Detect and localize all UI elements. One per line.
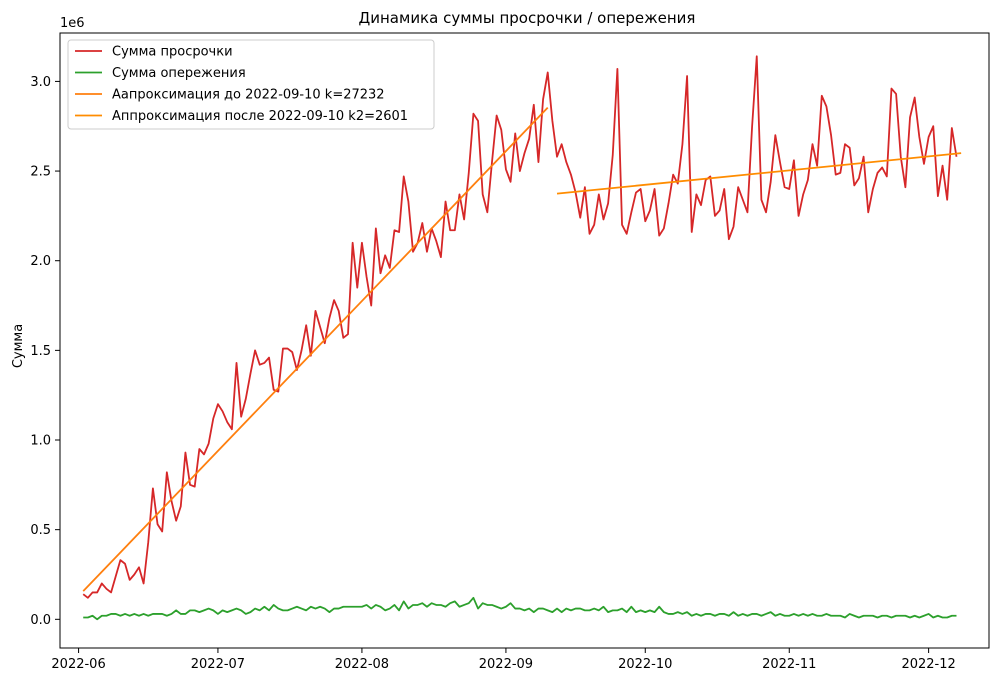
x-tick-label: 2022-07 (191, 657, 245, 672)
legend-label: Аапроксимация до 2022-09-10 k=27232 (112, 88, 385, 103)
y-tick-label: 3.0 (30, 75, 51, 90)
legend: Сумма просрочки Сумма опережения Аапроксим… (67, 39, 435, 130)
y-offset-label: 1e6 (60, 16, 85, 31)
x-tick-label: 2022-06 (51, 657, 105, 672)
y-tick-label: 0.5 (30, 523, 51, 538)
x-ticks: 2022-06 2022-07 2022-08 2022-09 2022-10 2022-… (51, 648, 956, 672)
x-tick-label: 2022-10 (618, 657, 672, 672)
legend-label: Сумма просрочки (112, 45, 233, 60)
y-tick-label: 1.5 (30, 344, 51, 359)
y-tick-label: 2.5 (30, 165, 51, 180)
series-line-3 (82, 106, 549, 592)
series-line-4 (556, 152, 962, 195)
series-layer (82, 55, 962, 621)
y-ticks: 0.0 0.5 1.0 1.5 2.0 2.5 3.0 (30, 75, 60, 628)
y-tick-label: 2.0 (30, 254, 51, 269)
y-tick-label: 1.0 (30, 434, 51, 449)
legend-box (67, 39, 435, 130)
x-tick-label: 2022-11 (762, 657, 816, 672)
series-line-1 (82, 55, 958, 599)
legend-label: Сумма опережения (112, 66, 246, 81)
plot-frame (59, 32, 990, 649)
x-tick-label: 2022-09 (479, 657, 533, 672)
chart-title: Динамика суммы просрочки / опережения (359, 9, 696, 27)
series-line-2 (83, 596, 957, 621)
y-axis-label: Сумма (11, 324, 26, 368)
legend-label: Аппроксимация после 2022-09-10 k2=2601 (112, 109, 408, 124)
y-tick-label: 0.0 (30, 613, 51, 628)
x-tick-label: 2022-08 (335, 657, 389, 672)
x-tick-label: 2022-12 (901, 657, 955, 672)
